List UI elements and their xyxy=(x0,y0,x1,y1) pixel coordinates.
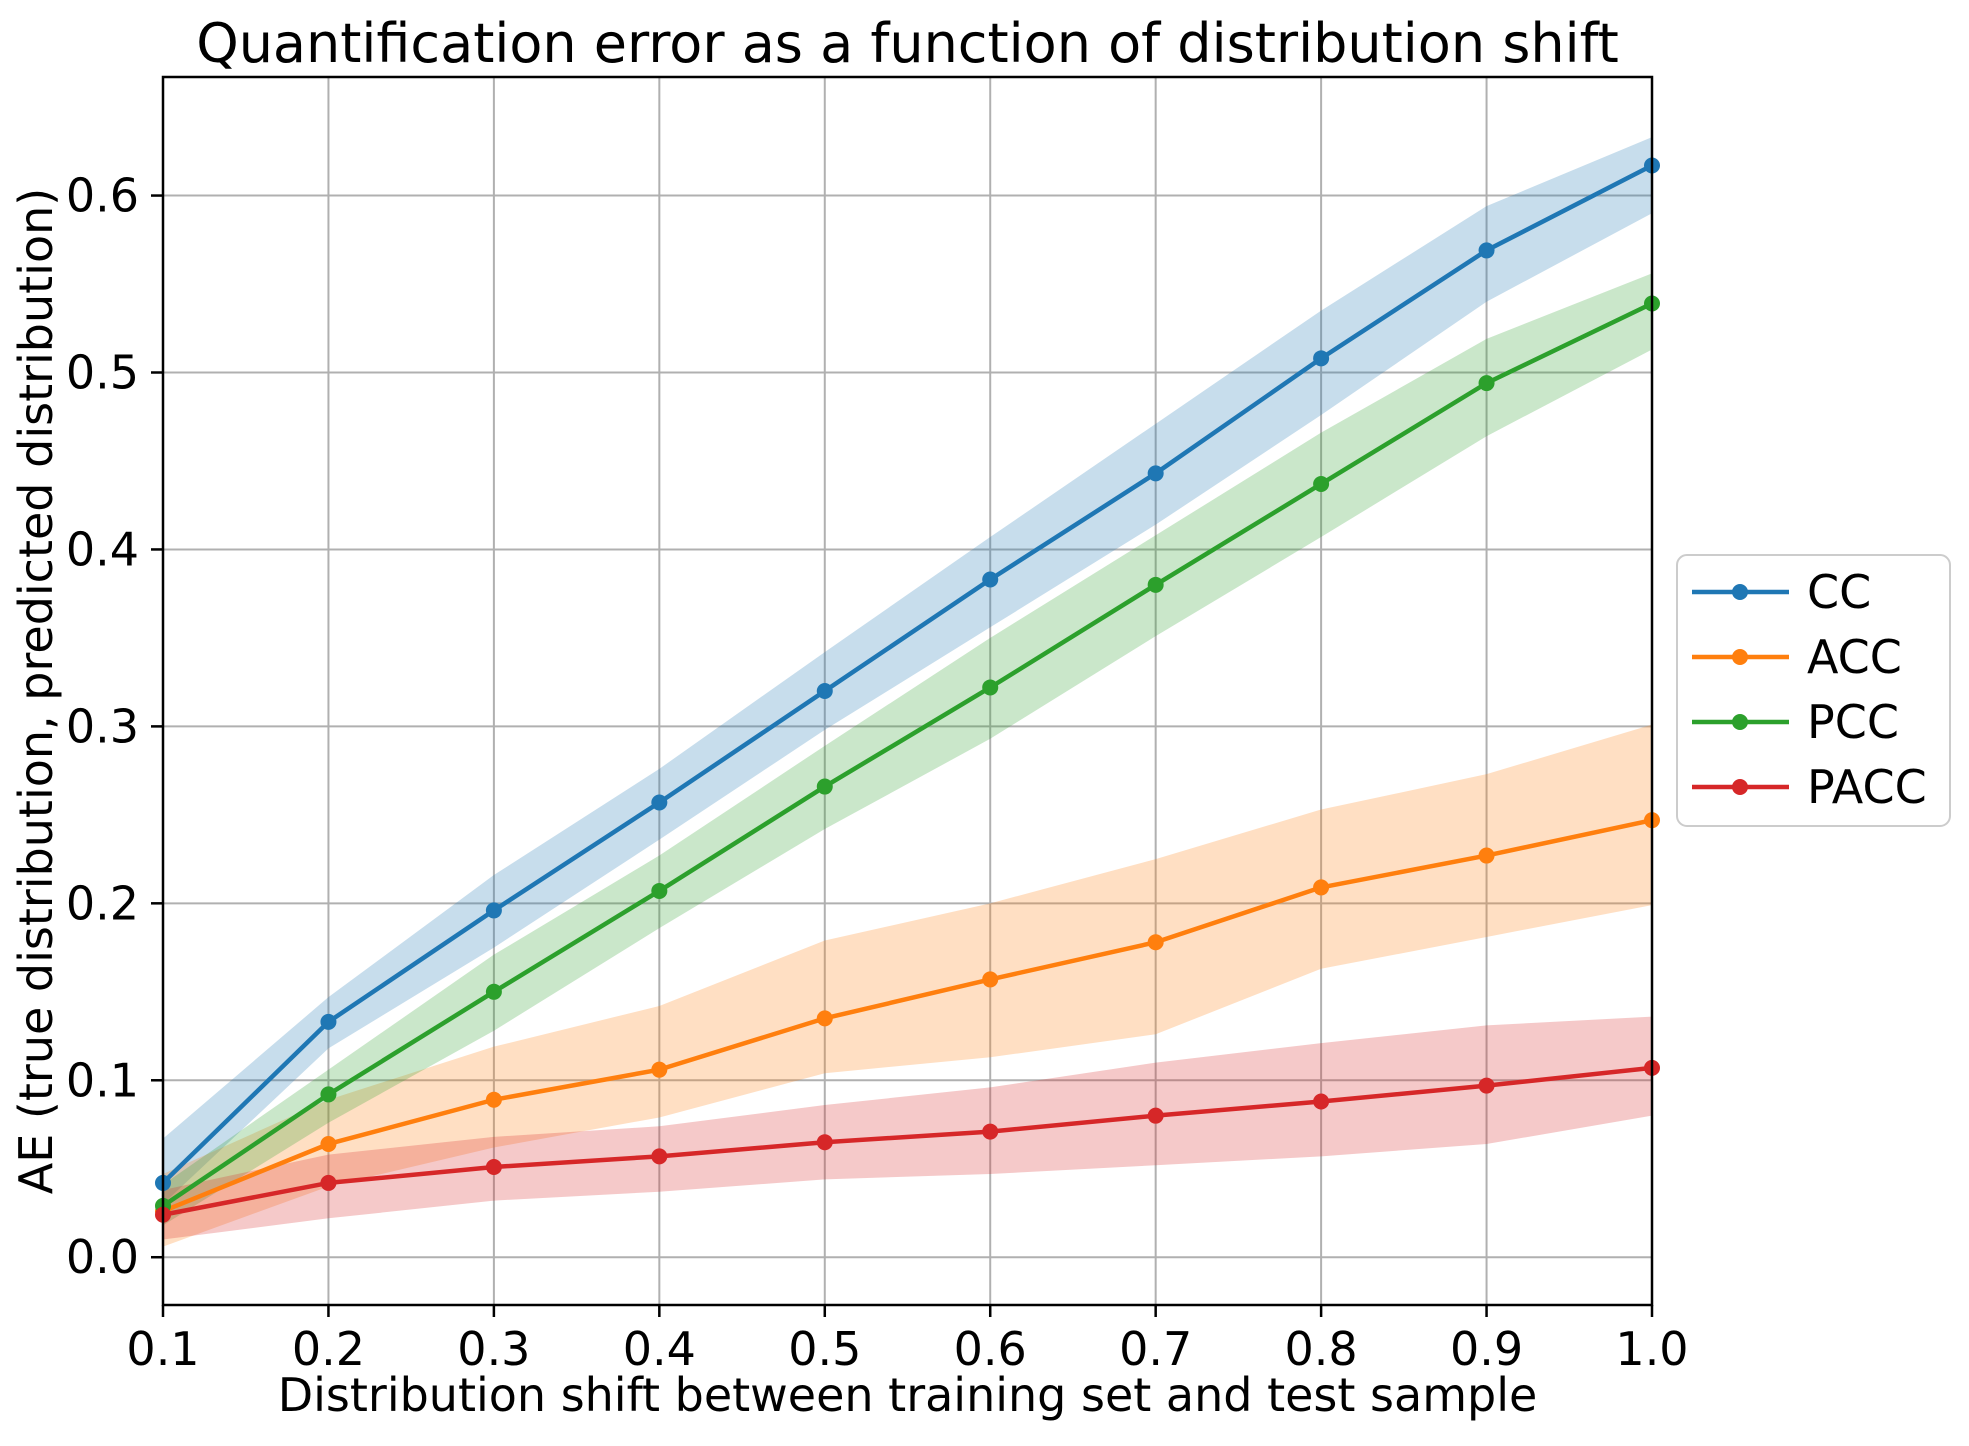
series-line-acc xyxy=(162,817,1653,1214)
x-tick-label: 0.5 xyxy=(788,1322,861,1376)
data-point-pacc xyxy=(320,1174,337,1191)
x-tick-label: 0.8 xyxy=(1285,1322,1358,1376)
data-point-cc xyxy=(320,1013,337,1030)
legend-marker xyxy=(1732,779,1748,795)
data-point-pcc xyxy=(651,882,668,899)
legend-marker xyxy=(1732,584,1748,600)
data-point-pcc xyxy=(1313,475,1330,492)
data-point-pcc xyxy=(982,679,999,696)
x-tick-label: 0.1 xyxy=(126,1322,199,1376)
legend-box xyxy=(1676,554,1951,827)
x-axis-label: Distribution shift between training set … xyxy=(277,1368,1538,1422)
data-point-cc xyxy=(982,571,999,588)
confidence-band-cc xyxy=(163,137,1652,1205)
data-point-acc xyxy=(1313,879,1330,896)
x-tick-label: 1.0 xyxy=(1615,1322,1688,1376)
y-tick-label: 0.1 xyxy=(66,1053,139,1107)
y-tick-label: 0.3 xyxy=(66,699,139,753)
data-point-pacc xyxy=(1147,1107,1164,1124)
x-tick-label: 0.6 xyxy=(954,1322,1027,1376)
data-point-cc xyxy=(485,902,502,919)
legend: CC ACC PCC PACC xyxy=(1676,554,1951,827)
legend-item-acc: ACC xyxy=(1692,630,1902,684)
data-point-pcc xyxy=(485,983,502,1000)
data-point-acc xyxy=(485,1091,502,1108)
y-tick-label: 0.5 xyxy=(66,345,139,399)
data-point-pcc xyxy=(1147,576,1164,593)
data-point-acc xyxy=(320,1135,337,1152)
data-point-cc xyxy=(1478,242,1495,259)
data-point-cc xyxy=(1313,350,1330,367)
y-tick-label: 0.4 xyxy=(66,522,139,576)
data-point-pcc xyxy=(816,778,833,795)
data-point-cc xyxy=(1147,465,1164,482)
data-point-acc xyxy=(1478,847,1495,864)
data-point-pacc xyxy=(982,1123,999,1140)
confidence-band-acc xyxy=(163,724,1652,1247)
legend-label: PCC xyxy=(1807,695,1899,749)
data-point-acc xyxy=(651,1061,668,1078)
legend-label: ACC xyxy=(1807,630,1902,684)
plot-background xyxy=(163,77,1652,1305)
legend-marker xyxy=(1732,649,1748,665)
legend-label: CC xyxy=(1807,565,1871,619)
x-tick-label: 0.2 xyxy=(292,1322,365,1376)
legend-item-pcc: PCC xyxy=(1692,695,1899,749)
series-line-cc xyxy=(161,163,1654,1185)
data-point-pcc xyxy=(1478,375,1495,392)
legend-marker xyxy=(1732,714,1748,730)
data-point-cc xyxy=(816,683,833,699)
data-point-pacc xyxy=(1313,1093,1330,1110)
data-point-cc xyxy=(651,794,668,811)
data-point-acc xyxy=(816,1010,833,1027)
data-point-pacc xyxy=(816,1134,833,1151)
series-line-pcc xyxy=(161,301,1653,1208)
legend-label: PACC xyxy=(1807,760,1927,814)
data-point-acc xyxy=(982,971,999,988)
axes-spines xyxy=(161,75,1654,1307)
legend-item-pacc: PACC xyxy=(1692,760,1927,814)
data-point-pcc xyxy=(320,1086,337,1103)
x-tick-label: 0.4 xyxy=(623,1322,696,1376)
data-point-pacc xyxy=(1478,1077,1495,1094)
y-tick-label: 0.6 xyxy=(66,169,139,223)
y-tick-label: 0.2 xyxy=(66,876,139,930)
x-tick-label: 0.9 xyxy=(1450,1322,1523,1376)
data-point-pacc xyxy=(651,1148,668,1165)
x-tick-label: 0.3 xyxy=(457,1322,530,1376)
y-tick-label: 0.0 xyxy=(66,1230,139,1284)
chart-title: Quantification error as a function of di… xyxy=(196,12,1619,75)
data-point-acc xyxy=(1147,934,1164,951)
x-tick-label: 0.7 xyxy=(1119,1322,1192,1376)
series-line-pacc xyxy=(162,1065,1653,1217)
legend-item-cc: CC xyxy=(1692,565,1871,619)
confidence-band-pacc xyxy=(163,1016,1652,1240)
data-point-pacc xyxy=(485,1158,502,1175)
